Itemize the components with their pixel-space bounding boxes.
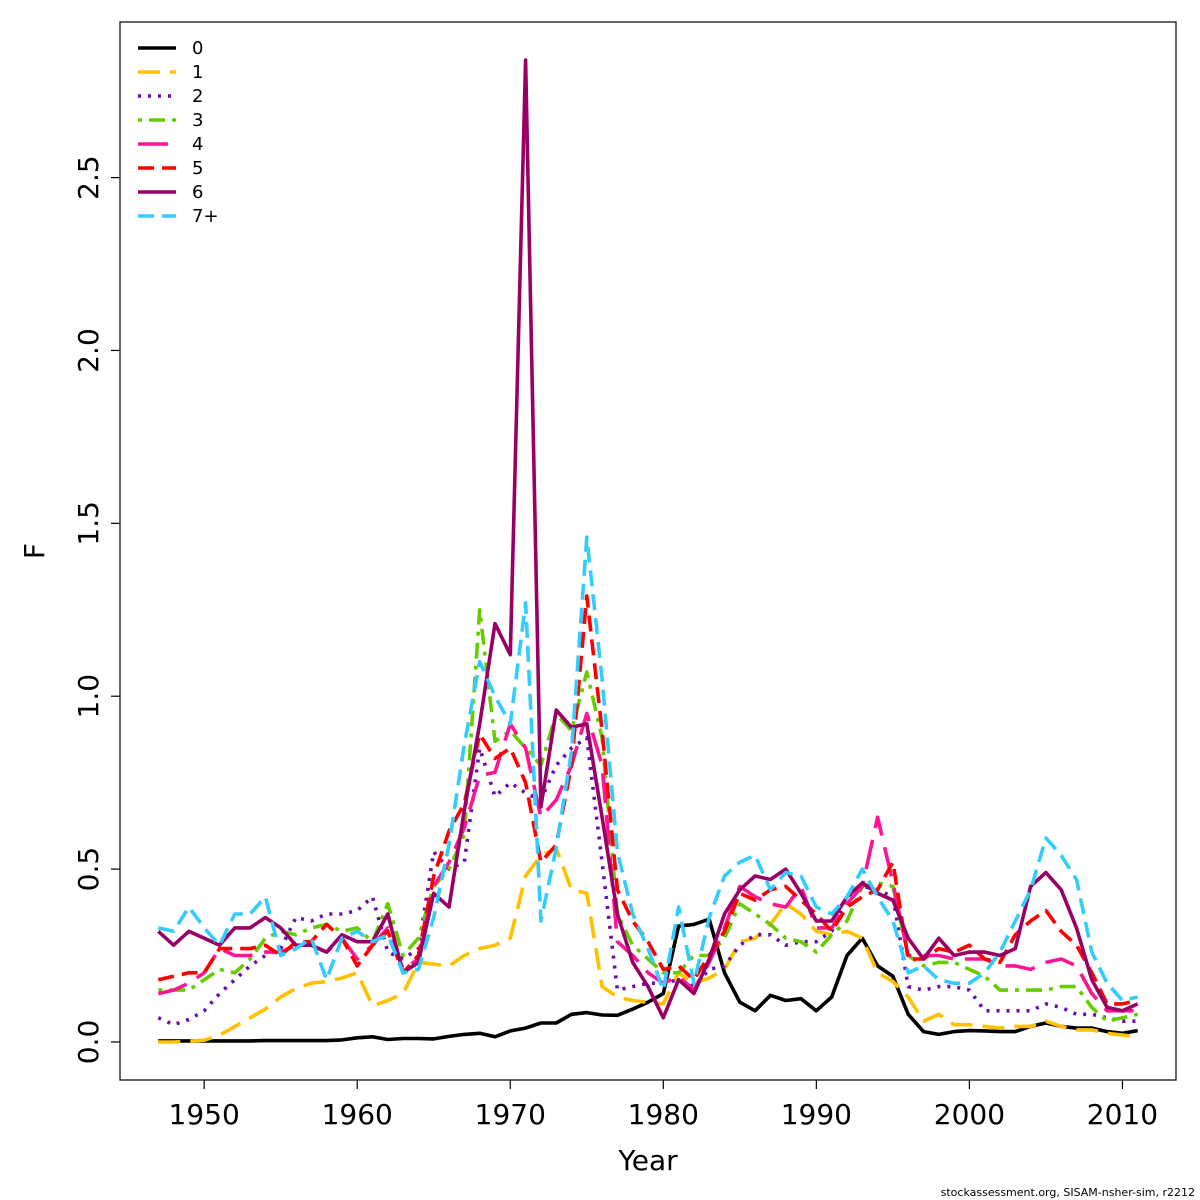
plot-area [119, 21, 1177, 1081]
y-tick-label: 1.0 [72, 674, 105, 719]
legend-item-1-label: 1 [192, 62, 203, 83]
series-line-7plus [157, 535, 1139, 1003]
series-line-1 [158, 846, 1138, 1044]
legend-item-4-label: 4 [192, 134, 203, 155]
y-tick-label: 0.0 [72, 1020, 105, 1065]
x-tick-label: 2010 [1087, 1098, 1158, 1131]
legend-item-7plus-label: 7+ [192, 206, 219, 227]
legend-item-3: 3 [138, 110, 203, 131]
series-layer [157, 58, 1139, 1044]
x-tick-label: 1950 [169, 1098, 240, 1131]
y-tick-label: 0.5 [72, 847, 105, 892]
x-tick-label: 1970 [475, 1098, 546, 1131]
legend-item-7plus: 7+ [138, 206, 219, 227]
y-tick-label: 2.0 [72, 328, 105, 373]
credit-text: stockassessment.org, SISAM-nsher-sim, r2… [941, 1186, 1195, 1199]
legend-item-5-label: 5 [192, 158, 203, 179]
x-tick-label: 1990 [781, 1098, 852, 1131]
x-tick-label: 1960 [322, 1098, 393, 1131]
series-line-5 [157, 594, 1139, 1006]
x-tick-label: 2000 [934, 1098, 1005, 1131]
x-axis-title: Year [617, 1144, 678, 1177]
legend-item-5: 5 [138, 158, 203, 179]
y-tick-label: 1.5 [72, 501, 105, 546]
legend-item-2-label: 2 [192, 86, 203, 107]
legend-item-2: 2 [138, 86, 203, 107]
x-axis: 1950 1960 1970 1980 1990 2000 2010 [169, 1080, 1158, 1131]
legend: 0 1 2 3 4 5 6 7+ [138, 38, 219, 227]
legend-item-0-label: 0 [192, 38, 203, 59]
series-line-2 [157, 735, 1138, 1027]
series-line-6 [157, 58, 1139, 1020]
y-tick-label: 2.5 [72, 155, 105, 200]
series-line-3 [158, 607, 1139, 1024]
series-line-0 [158, 917, 1139, 1043]
y-axis-title: F [18, 543, 51, 559]
legend-item-6: 6 [138, 182, 203, 203]
legend-item-3-label: 3 [192, 110, 203, 131]
x-tick-label: 1980 [628, 1098, 699, 1131]
legend-item-0: 0 [138, 38, 203, 59]
y-axis: 0.0 0.5 1.0 1.5 2.0 2.5 [72, 155, 120, 1064]
legend-item-1: 1 [138, 62, 203, 83]
legend-item-6-label: 6 [192, 182, 203, 203]
legend-item-4: 4 [138, 134, 203, 155]
